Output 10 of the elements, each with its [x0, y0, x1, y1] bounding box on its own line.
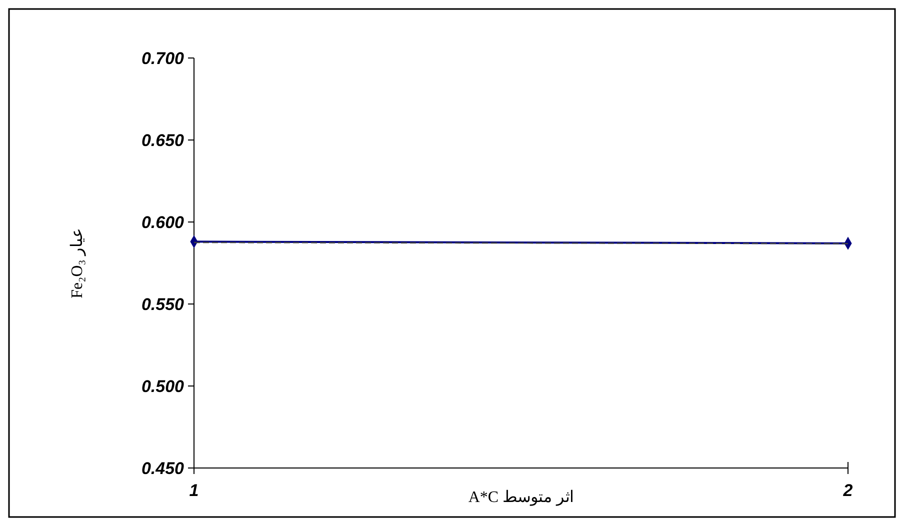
y-axis-title: عيار Fe₂O₃	[69, 228, 86, 298]
y-tick-label: 0.600	[141, 212, 185, 232]
y-tick-label: 0.650	[141, 130, 185, 150]
x-axis-title: اثر متوسط A*C	[468, 489, 574, 506]
y-tick-label: 0.500	[141, 376, 185, 396]
y-tick-label: 0.550	[141, 294, 185, 314]
x-tick-label: 1	[189, 481, 199, 500]
y-tick-label: 0.700	[141, 48, 185, 68]
y-tick-label: 0.450	[141, 458, 185, 478]
x-tick-label: 2	[842, 481, 854, 500]
